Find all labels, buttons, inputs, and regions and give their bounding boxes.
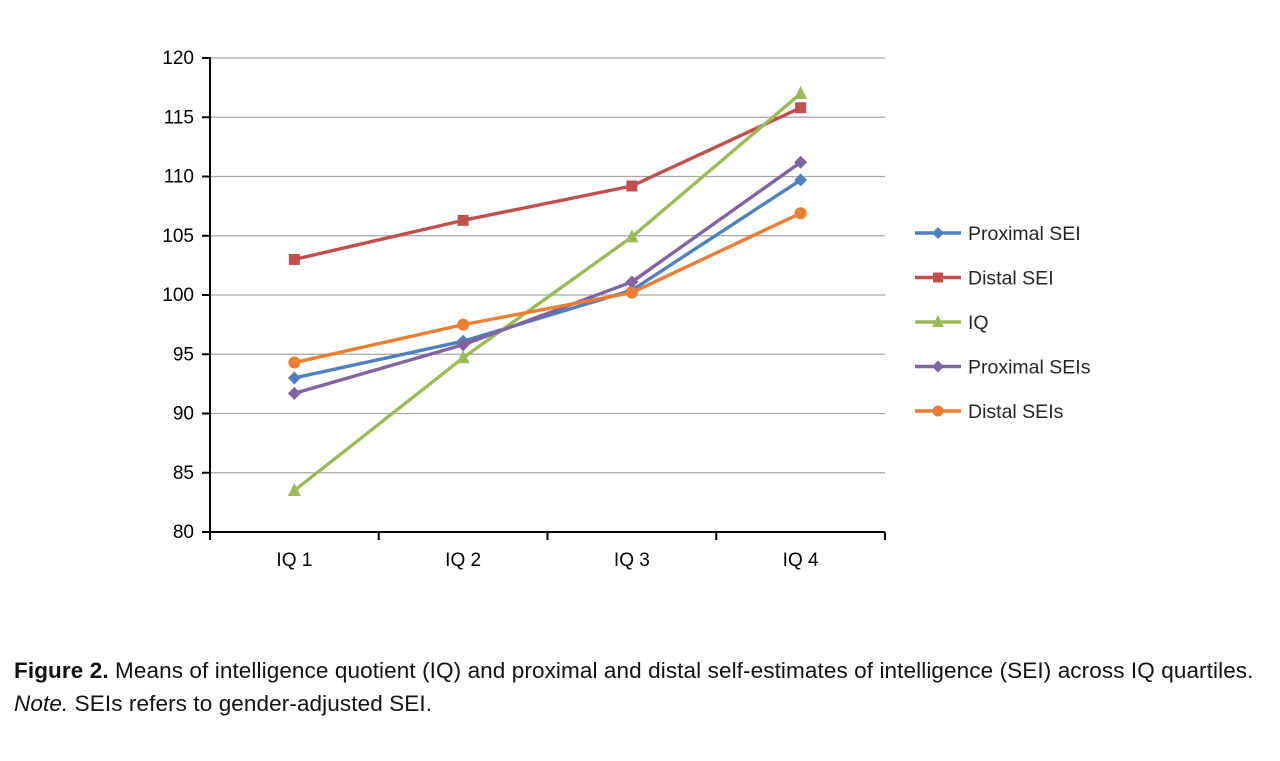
legend-label: IQ	[968, 312, 989, 334]
square-marker	[795, 102, 807, 114]
square-marker	[933, 272, 943, 283]
x-category-label: IQ 4	[783, 550, 819, 571]
triangle-marker	[625, 229, 639, 243]
series-2	[287, 86, 808, 497]
x-category-label: IQ 2	[445, 550, 481, 571]
series-4	[288, 207, 807, 369]
y-tick-label: 95	[173, 344, 194, 365]
caption-note-label: Note.	[14, 690, 69, 716]
series-line	[292, 91, 803, 493]
legend-item: Proximal SEIs	[915, 357, 1091, 379]
series-0	[287, 173, 808, 385]
diamond-marker	[287, 371, 301, 385]
y-tick-label: 110	[164, 167, 194, 188]
diamond-marker	[287, 386, 301, 400]
line-chart: 80 85 90 95 100 105 110 115 120 IQ 1 IQ 2 IQ 3 IQ 4 P…	[162, 48, 1091, 571]
series-3	[287, 155, 808, 400]
legend-label: Distal SEI	[968, 268, 1054, 290]
circle-marker	[625, 286, 638, 299]
figure-label: Figure 2.	[14, 658, 109, 683]
series-line	[292, 106, 803, 262]
chart-svg: 80 85 90 95 100 105 110 115 120 IQ 1 IQ 2 IQ 3 IQ 4 P…	[162, 48, 1091, 571]
y-tick-label: 115	[164, 107, 194, 128]
diamond-marker	[625, 275, 639, 289]
caption-main-text: Means of intelligence quotient (IQ) and …	[115, 658, 1254, 683]
x-category-label: IQ 3	[614, 550, 650, 571]
legend-item: Proximal SEI	[915, 223, 1081, 245]
legend-label: Proximal SEIs	[968, 357, 1091, 379]
y-tick-label: 90	[173, 404, 194, 425]
legend-item: Distal SEI	[915, 268, 1054, 290]
legend-label: Distal SEIs	[968, 401, 1064, 423]
x-category-label: IQ 1	[276, 550, 312, 571]
square-marker	[288, 253, 300, 265]
y-tick-label: 105	[162, 226, 194, 247]
diamond-marker	[932, 360, 944, 373]
y-tick-label: 120	[162, 48, 194, 69]
series-line	[292, 211, 803, 365]
diamond-marker	[456, 338, 470, 352]
diamond-marker	[794, 173, 808, 187]
legend-item: Distal SEIs	[915, 401, 1064, 423]
figure-caption: Figure 2. Means of intelligence quotient…	[14, 655, 1270, 720]
series-line	[292, 178, 803, 380]
square-marker	[626, 180, 638, 192]
triangle-marker	[794, 86, 808, 100]
diamond-marker	[932, 227, 944, 239]
triangle-marker	[287, 483, 301, 497]
circle-marker	[288, 356, 301, 369]
legend-label: Proximal SEI	[968, 223, 1081, 245]
triangle-marker	[456, 350, 470, 364]
square-marker	[457, 214, 469, 226]
diamond-marker	[794, 155, 808, 169]
circle-marker	[932, 405, 944, 417]
series-line	[292, 160, 803, 396]
y-tick-label: 80	[173, 522, 194, 543]
circle-marker	[794, 207, 807, 220]
circle-marker	[457, 318, 470, 331]
series-1	[288, 102, 807, 265]
y-tick-label: 100	[162, 285, 194, 306]
y-tick-label: 85	[173, 463, 194, 484]
triangle-marker	[932, 315, 944, 327]
legend-item: IQ	[915, 312, 989, 334]
caption-note-text: SEIs refers to gender-adjusted SEI.	[74, 690, 433, 716]
